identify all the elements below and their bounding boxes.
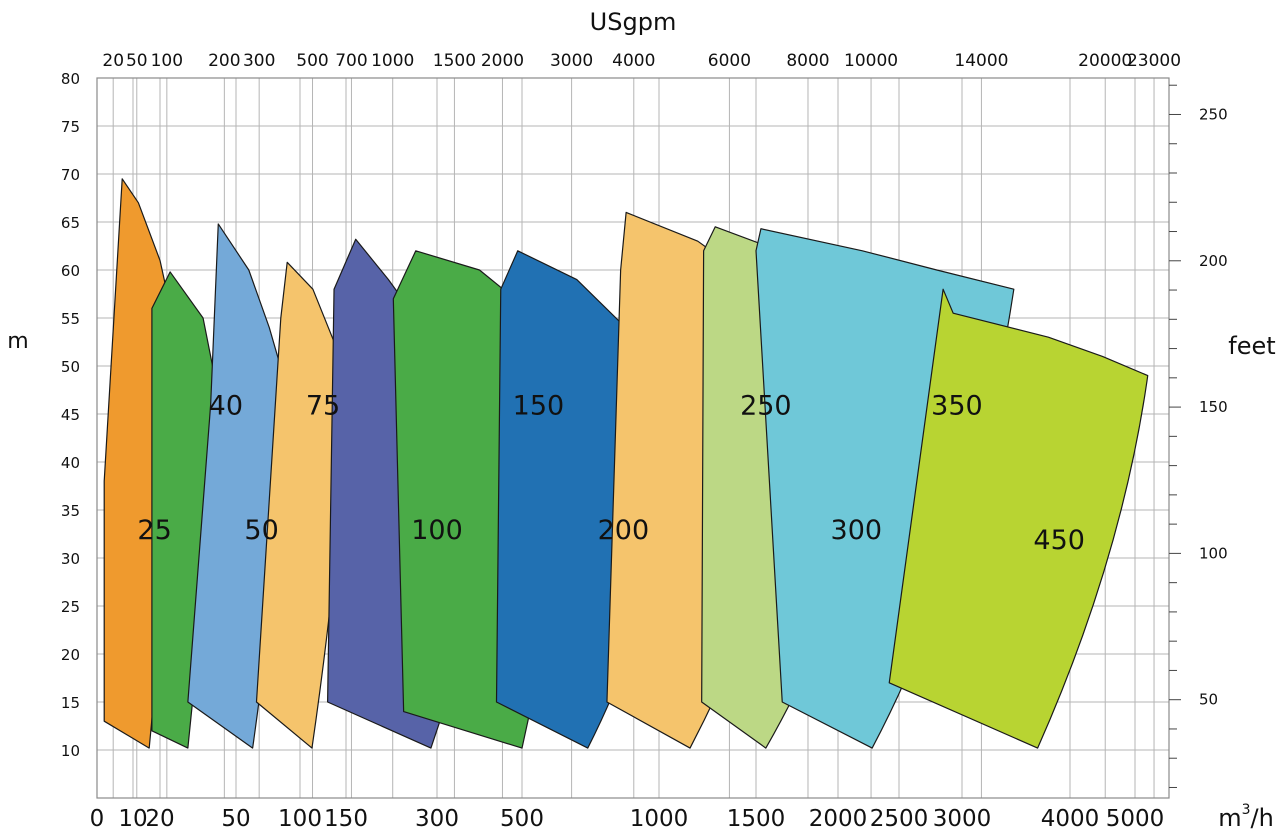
x-bottom-tick-label: 5000	[1106, 806, 1165, 832]
y-right-tick-label: 250	[1199, 105, 1228, 123]
x-bottom-tick-label: 50	[221, 806, 250, 832]
region-label-100: 100	[411, 515, 463, 546]
y-right-tick-label: 100	[1199, 544, 1228, 562]
x-bottom-tick-label: 300	[415, 806, 459, 832]
y-left-tick-label: 20	[61, 646, 80, 664]
x-bottom-tick-label: 3000	[933, 806, 992, 832]
region-label-50: 50	[244, 515, 278, 546]
x-top-tick-label: 6000	[708, 51, 751, 71]
region-label-40: 40	[209, 390, 243, 421]
y-left-tick-label: 60	[61, 262, 80, 280]
x-top-tick-label: 1500	[433, 51, 476, 71]
x-bottom-tick-label: 4000	[1041, 806, 1100, 832]
x-top-tick-label: 50	[126, 51, 148, 71]
region-label-150: 150	[513, 390, 565, 421]
x-top-tick-label: 20	[102, 51, 124, 71]
region-label-200: 200	[598, 515, 650, 546]
x-top-tick-label: 100	[151, 51, 183, 71]
x-top-tick-label: 200	[208, 51, 240, 71]
y-left-tick-label: 25	[61, 598, 80, 616]
y-left-tick-label: 70	[61, 166, 80, 184]
x-top-tick-label: 500	[296, 51, 328, 71]
y-left-tick-label: 50	[61, 358, 80, 376]
x-top-ticks: 20 50 100 200 300 500 700 1000 1500 2000 3000 4000 6…	[102, 51, 1181, 71]
x-top-tick-label: 2000	[481, 51, 524, 71]
y-right-tick-label: 200	[1199, 252, 1228, 270]
x-bottom-tick-label: 2500	[870, 806, 929, 832]
y-left-tick-label: 55	[61, 310, 80, 328]
region-labels: 25 40 50 75 100 150 200 250 300 350 450	[137, 390, 1085, 555]
y-left-tick-label: 35	[61, 502, 80, 520]
x-bottom-tick-label: 1000	[630, 806, 689, 832]
region-label-250: 250	[740, 390, 792, 421]
x-top-tick-label: 14000	[954, 51, 1008, 71]
y-left-tick-label: 65	[61, 214, 80, 232]
x-top-tick-label: 23000	[1127, 51, 1181, 71]
region-label-450: 450	[1033, 525, 1085, 556]
x-top-tick-label: 3000	[550, 51, 593, 71]
region-label-75: 75	[306, 390, 340, 421]
pump-regions	[103, 178, 1149, 749]
x-bottom-tick-label: 10	[118, 806, 147, 832]
x-top-tick-label: 1000	[371, 51, 414, 71]
x-bottom-tick-label: 2000	[809, 806, 868, 832]
y-left-tick-label: 15	[61, 694, 80, 712]
y-left-tick-label: 80	[61, 70, 80, 88]
y-left-tick-label: 45	[61, 406, 80, 424]
x-bottom-tick-label: 1500	[727, 806, 786, 832]
y-right-tick-label: 50	[1199, 691, 1218, 709]
x-bottom-tick-label: 0	[90, 806, 105, 832]
x-top-title: USgpm	[590, 8, 677, 36]
x-top-tick-label: 700	[335, 51, 367, 71]
y-left-title: m	[7, 329, 28, 354]
plot-frame	[96, 77, 1170, 799]
x-bottom-tick-label: 500	[500, 806, 544, 832]
x-bottom-unit: m3/h	[1218, 802, 1274, 832]
y-left-tick-label: 75	[61, 118, 80, 136]
y-left-tick-label: 10	[61, 742, 80, 760]
x-bottom-tick-label: 20	[145, 806, 174, 832]
x-top-tick-label: 20000	[1078, 51, 1132, 71]
x-top-tick-label: 300	[243, 51, 275, 71]
x-top-tick-label: 8000	[786, 51, 829, 71]
y-right-ticks: 50 100 150 200 250	[1169, 84, 1228, 788]
region-label-25: 25	[137, 515, 171, 546]
region-label-350: 350	[931, 390, 983, 421]
y-left-tick-label: 30	[61, 550, 80, 568]
x-bottom-tick-label: 100	[278, 806, 322, 832]
pump-region-450	[888, 288, 1149, 749]
x-top-tick-label: 4000	[612, 51, 655, 71]
x-bottom-tick-label: 150	[324, 806, 368, 832]
y-left-tick-label: 40	[61, 454, 80, 472]
x-top-tick-label: 10000	[844, 51, 898, 71]
region-label-300: 300	[831, 515, 883, 546]
y-right-title: feet	[1228, 332, 1275, 360]
y-left-ticks: 10 15 20 25 30 35 40 45 50 55 60 65 70 75 80	[61, 70, 80, 760]
y-right-tick-label: 150	[1199, 398, 1228, 416]
